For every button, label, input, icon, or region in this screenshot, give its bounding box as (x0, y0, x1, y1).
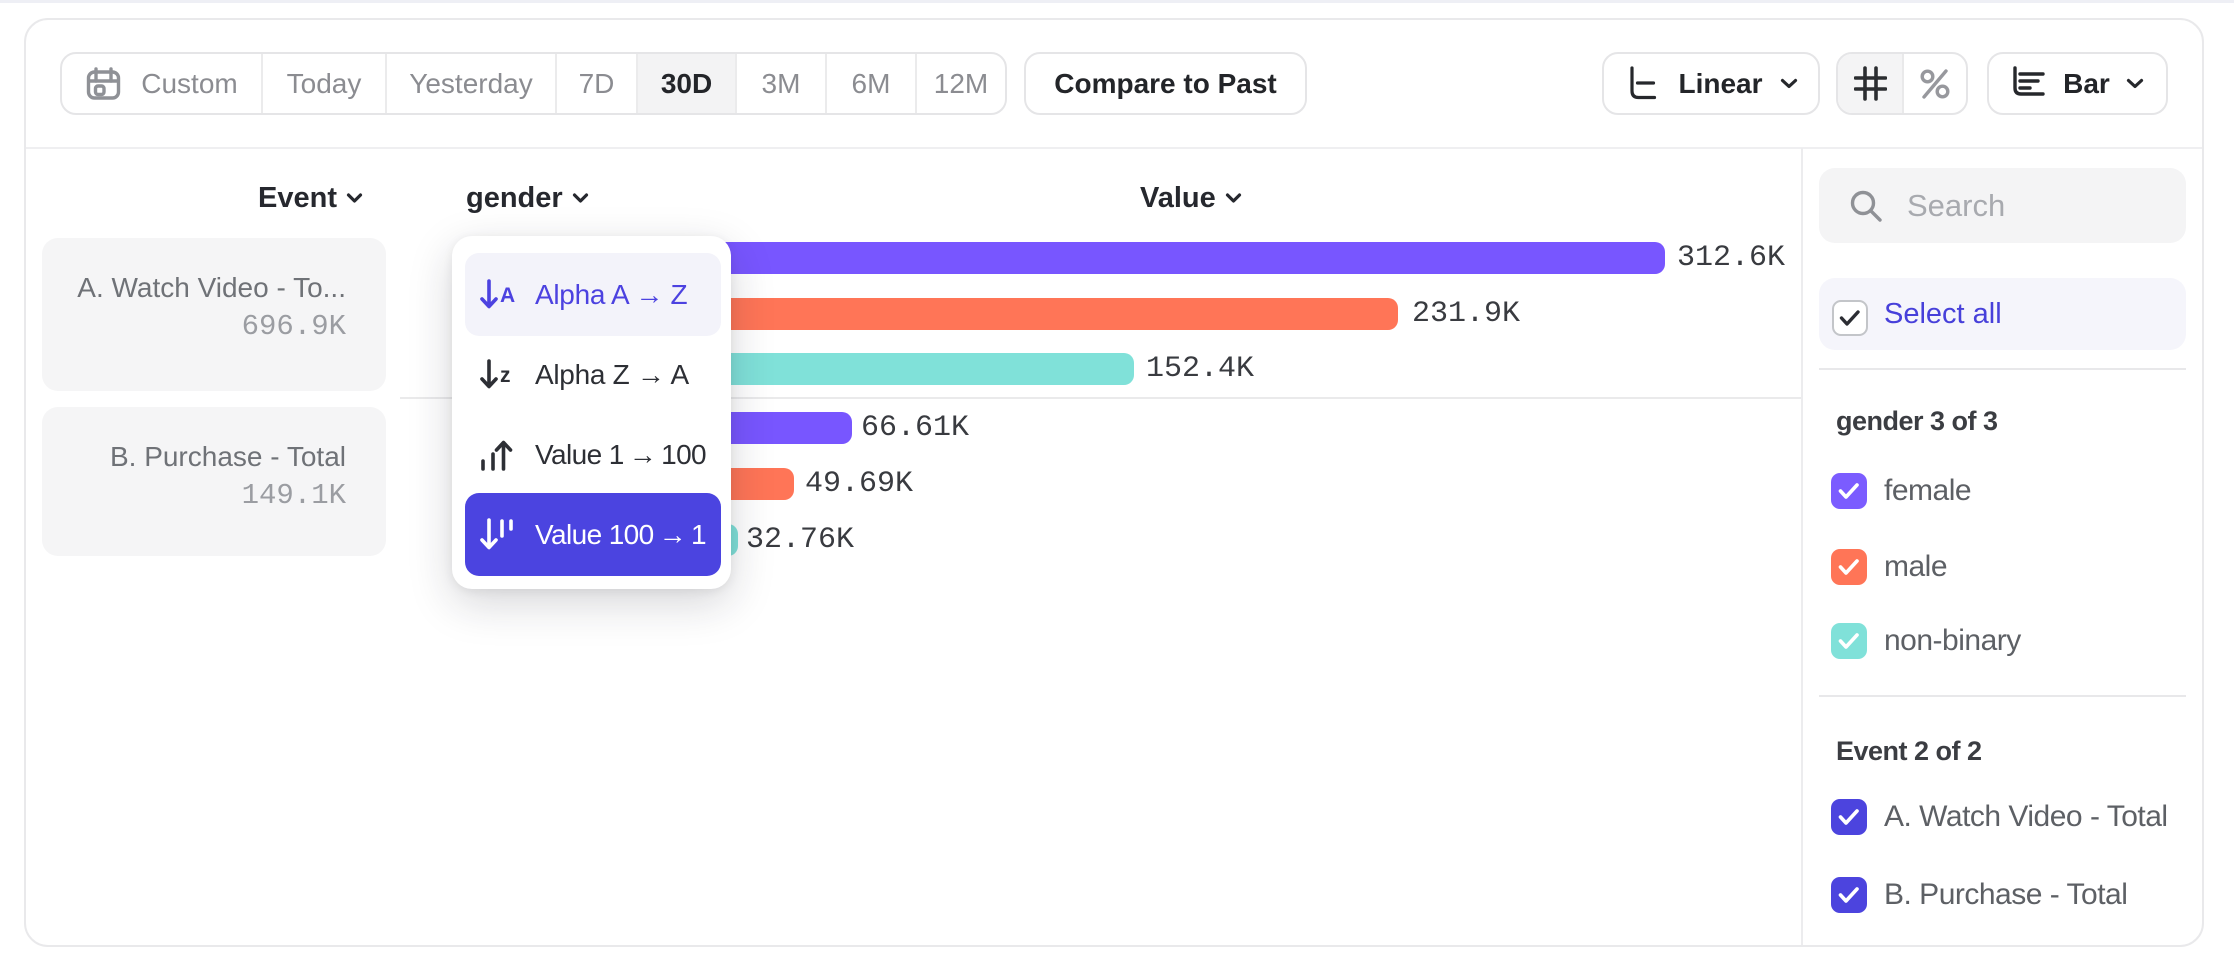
svg-text:A: A (500, 284, 515, 307)
svg-text:z: z (500, 364, 510, 387)
